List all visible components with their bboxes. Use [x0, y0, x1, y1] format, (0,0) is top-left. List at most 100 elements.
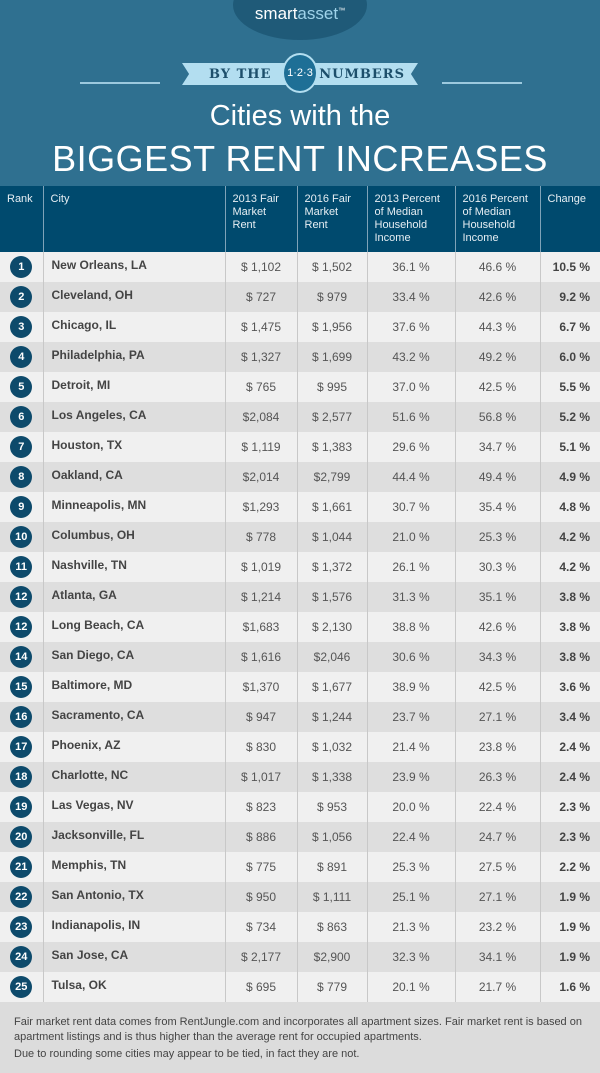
cell-city: Indianapolis, IN [42, 912, 225, 942]
rank-badge: 15 [10, 676, 33, 698]
rank-badge: 19 [10, 796, 33, 818]
cell-rank: 19 [0, 792, 43, 822]
cell-rank: 5 [0, 372, 43, 402]
cell-fmr-2013: $ 1,019 [224, 552, 297, 582]
cell-pct-income-2016: 35.4 % [454, 492, 540, 522]
rank-badge: 16 [10, 706, 33, 728]
cell-change: 5.1 % [539, 432, 600, 462]
cell-change: 2.3 % [539, 822, 600, 852]
cell-city: New Orleans, LA [42, 252, 225, 282]
cell-fmr-2016: $ 1,032 [296, 732, 367, 762]
cell-fmr-2016: $ 2,130 [296, 612, 367, 642]
cell-fmr-2016: $2,799 [296, 462, 367, 492]
cell-pct-income-2013: 32.3 % [366, 942, 455, 972]
cell-pct-income-2016: 42.6 % [454, 282, 540, 312]
cell-change: 4.2 % [539, 552, 600, 582]
table-row: 24 San Jose, CA $ 2,177 $2,900 32.3 % 34.1 % 1… [0, 942, 600, 972]
cell-fmr-2016: $ 1,338 [296, 762, 367, 792]
cell-rank: 8 [0, 462, 43, 492]
cell-city: San Diego, CA [42, 642, 225, 672]
table-row: 3 Chicago, IL $ 1,475 $ 1,956 37.6 % 44.3 % 6.… [0, 312, 600, 342]
table-row: 1 New Orleans, LA $ 1,102 $ 1,502 36.1 % 46.6… [0, 252, 600, 282]
rank-badge: 1 [10, 256, 33, 278]
cell-fmr-2013: $ 886 [224, 822, 297, 852]
cell-pct-income-2016: 46.6 % [454, 252, 540, 282]
cell-fmr-2013: $2,014 [224, 462, 297, 492]
cell-fmr-2013: $1,370 [224, 672, 297, 702]
table-row: 25 Tulsa, OK $ 695 $ 779 20.1 % 21.7 % 1.6 % [0, 972, 600, 1002]
column-header-city: City [42, 186, 225, 252]
cell-rank: 21 [0, 852, 43, 882]
cell-city: Los Angeles, CA [42, 402, 225, 432]
cell-fmr-2016: $ 779 [296, 972, 367, 1002]
column-header-fmr-2016: 2016 Fair Market Rent [296, 186, 367, 252]
cell-city: Sacramento, CA [42, 702, 225, 732]
cell-fmr-2016: $ 1,044 [296, 522, 367, 552]
cell-fmr-2013: $ 695 [224, 972, 297, 1002]
table-row: 18 Charlotte, NC $ 1,017 $ 1,338 23.9 % 26.3 … [0, 762, 600, 792]
cell-change: 3.8 % [539, 612, 600, 642]
cell-fmr-2013: $2,084 [224, 402, 297, 432]
cell-rank: 3 [0, 312, 43, 342]
rent-increase-table: Rank City 2013 Fair Market Rent 2016 Fair M… [0, 186, 600, 1002]
cell-change: 3.8 % [539, 642, 600, 672]
cell-pct-income-2013: 38.9 % [366, 672, 455, 702]
cell-fmr-2013: $ 1,327 [224, 342, 297, 372]
cell-fmr-2016: $ 2,577 [296, 402, 367, 432]
cell-pct-income-2013: 26.1 % [366, 552, 455, 582]
column-header-pct-income-2013: 2013 Percent of Median Household Income [366, 186, 455, 252]
cell-fmr-2016: $ 953 [296, 792, 367, 822]
cell-change: 2.4 % [539, 762, 600, 792]
cell-pct-income-2016: 49.2 % [454, 342, 540, 372]
cell-fmr-2013: $ 1,616 [224, 642, 297, 672]
cell-city: Jacksonville, FL [42, 822, 225, 852]
footer-notes: Fair market rent data comes from RentJun… [0, 1002, 600, 1073]
cell-rank: 15 [0, 672, 43, 702]
cell-pct-income-2013: 20.1 % [366, 972, 455, 1002]
cell-pct-income-2013: 20.0 % [366, 792, 455, 822]
cell-fmr-2013: $ 775 [224, 852, 297, 882]
smartasset-logo: smartasset™ [233, 0, 367, 40]
cell-change: 6.0 % [539, 342, 600, 372]
cell-change: 1.9 % [539, 912, 600, 942]
table-row: 11 Nashville, TN $ 1,019 $ 1,372 26.1 % 30.3 … [0, 552, 600, 582]
table-row: 8 Oakland, CA $2,014 $2,799 44.4 % 49.4 % 4.9 … [0, 462, 600, 492]
cell-pct-income-2016: 21.7 % [454, 972, 540, 1002]
cell-city: Chicago, IL [42, 312, 225, 342]
cell-change: 3.6 % [539, 672, 600, 702]
rank-badge: 5 [10, 376, 33, 398]
title-line-1: Cities with the [209, 100, 391, 132]
cell-pct-income-2013: 37.0 % [366, 372, 455, 402]
cell-pct-income-2013: 22.4 % [366, 822, 455, 852]
cell-change: 6.7 % [539, 312, 600, 342]
rank-badge: 22 [10, 886, 33, 908]
header-banner: smartasset™ BY THE NUMBERS 1·2·3 Cities … [0, 0, 600, 186]
cell-rank: 9 [0, 492, 43, 522]
cell-fmr-2016: $ 1,502 [296, 252, 367, 282]
cell-rank: 7 [0, 432, 43, 462]
title-line-2: BIGGEST RENT INCREASES [52, 138, 548, 179]
cell-rank: 16 [0, 702, 43, 732]
table-row: 9 Minneapolis, MN $1,293 $ 1,661 30.7 % 35.4 … [0, 492, 600, 522]
cell-city: San Jose, CA [42, 942, 225, 972]
cell-pct-income-2013: 33.4 % [366, 282, 455, 312]
column-header-change: Change [539, 186, 600, 252]
cell-change: 5.2 % [539, 402, 600, 432]
ribbon-left-text: BY THE [209, 67, 272, 82]
table-row: 14 San Diego, CA $ 1,616 $2,046 30.6 % 34.3 %… [0, 642, 600, 672]
cell-rank: 23 [0, 912, 43, 942]
cell-change: 4.8 % [539, 492, 600, 522]
column-header-rank: Rank [0, 186, 43, 252]
table-row: 7 Houston, TX $ 1,119 $ 1,383 29.6 % 34.7 % 5.… [0, 432, 600, 462]
table-row: 4 Philadelphia, PA $ 1,327 $ 1,699 43.2 % 49.… [0, 342, 600, 372]
cell-fmr-2016: $ 995 [296, 372, 367, 402]
cell-change: 4.2 % [539, 522, 600, 552]
table-row: 5 Detroit, MI $ 765 $ 995 37.0 % 42.5 % 5.5 % [0, 372, 600, 402]
cell-pct-income-2016: 27.1 % [454, 882, 540, 912]
cell-city: Detroit, MI [42, 372, 225, 402]
cell-fmr-2016: $ 1,383 [296, 432, 367, 462]
cell-pct-income-2013: 23.9 % [366, 762, 455, 792]
table-row: 17 Phoenix, AZ $ 830 $ 1,032 21.4 % 23.8 % 2.4… [0, 732, 600, 762]
rank-badge: 20 [10, 826, 33, 848]
cell-rank: 11 [0, 552, 43, 582]
